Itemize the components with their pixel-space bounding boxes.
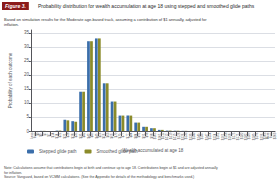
svg-text:$189-: $189- bbox=[252, 132, 256, 141]
svg-text:$49-: $49- bbox=[94, 132, 98, 139]
svg-text:$140: $140 bbox=[192, 132, 196, 139]
svg-text:$84: $84 bbox=[129, 132, 133, 137]
svg-text:$126: $126 bbox=[176, 132, 180, 139]
svg-text:$91-: $91- bbox=[141, 132, 146, 139]
svg-text:$56: $56 bbox=[97, 132, 101, 137]
svg-text:$70-: $70- bbox=[118, 132, 122, 139]
svg-text:$98: $98 bbox=[145, 132, 149, 137]
svg-text:$7: $7 bbox=[42, 132, 46, 136]
svg-text:$63: $63 bbox=[105, 132, 109, 137]
svg-text:$175-: $175- bbox=[236, 132, 240, 141]
svg-text:$0: $0 bbox=[36, 132, 40, 136]
svg-text:$7-: $7- bbox=[47, 132, 51, 137]
svg-text:$28-: $28- bbox=[70, 132, 75, 139]
svg-text:$28: $28 bbox=[66, 132, 70, 137]
svg-text:$84-: $84- bbox=[133, 132, 138, 139]
svg-text:Source: Vanguard, based on VCM: Source: Vanguard, based on VCMM calculat… bbox=[4, 175, 194, 179]
svg-text:Smoothed glide path: Smoothed glide path bbox=[97, 149, 139, 154]
svg-text:$147-: $147- bbox=[204, 132, 209, 141]
svg-text:than: than bbox=[33, 132, 37, 139]
svg-text:$119: $119 bbox=[168, 132, 172, 139]
svg-text:$56-: $56- bbox=[102, 132, 106, 139]
svg-text:$77: $77 bbox=[121, 132, 125, 137]
svg-text:$119-: $119- bbox=[173, 132, 177, 140]
svg-text:$189: $189 bbox=[247, 132, 251, 139]
svg-text:$112: $112 bbox=[160, 132, 164, 139]
svg-text:$35: $35 bbox=[74, 132, 78, 137]
svg-text:$154: $154 bbox=[208, 132, 212, 139]
svg-text:inflation.: inflation. bbox=[4, 22, 19, 27]
svg-text:$203: $203 bbox=[272, 132, 276, 139]
svg-text:$21: $21 bbox=[58, 132, 62, 137]
svg-text:$203: $203 bbox=[263, 132, 267, 140]
svg-text:10: 10 bbox=[24, 100, 30, 105]
svg-text:$182: $182 bbox=[239, 132, 243, 139]
svg-text:Probability of each outcome: Probability of each outcome bbox=[8, 52, 13, 108]
svg-text:$161: $161 bbox=[216, 132, 220, 139]
svg-text:0: 0 bbox=[26, 129, 29, 134]
svg-text:$35-: $35- bbox=[78, 132, 83, 139]
svg-text:$133-: $133- bbox=[189, 132, 193, 141]
svg-text:Figure 3.: Figure 3. bbox=[5, 3, 26, 9]
svg-text:$42: $42 bbox=[82, 132, 86, 137]
svg-text:$42-: $42- bbox=[86, 132, 90, 139]
svg-text:$168-: $168- bbox=[228, 132, 232, 141]
svg-text:$14: $14 bbox=[50, 132, 54, 137]
svg-text:$21-: $21- bbox=[63, 132, 67, 139]
svg-text:30: 30 bbox=[24, 44, 30, 49]
svg-text:$168: $168 bbox=[223, 132, 227, 139]
svg-text:$112-: $112- bbox=[165, 132, 169, 140]
svg-text:$77-: $77- bbox=[126, 132, 130, 139]
svg-text:5: 5 bbox=[26, 114, 29, 119]
svg-text:for inflation.: for inflation. bbox=[4, 170, 23, 175]
svg-text:$49: $49 bbox=[90, 132, 94, 137]
svg-text:Based on simulation results fo: Based on simulation results for the Mode… bbox=[4, 17, 208, 22]
svg-text:$161-: $161- bbox=[220, 132, 224, 141]
svg-text:$14-: $14- bbox=[55, 132, 59, 139]
svg-text:$105-: $105- bbox=[157, 132, 161, 141]
svg-text:Stepped glide path: Stepped glide path bbox=[39, 149, 77, 154]
svg-text:Probability distribution for w: Probability distribution for wealth accu… bbox=[38, 3, 255, 9]
svg-text:Less: Less bbox=[30, 132, 34, 139]
svg-text:$98-: $98- bbox=[149, 132, 153, 139]
svg-text:$126-: $126- bbox=[181, 132, 185, 141]
svg-text:15: 15 bbox=[24, 86, 30, 91]
svg-text:$196: $196 bbox=[255, 132, 259, 139]
svg-text:Note: Calculations assume that: Note: Calculations assume that contribut… bbox=[4, 167, 219, 171]
svg-text:$175: $175 bbox=[231, 132, 235, 139]
svg-text:25: 25 bbox=[24, 58, 30, 63]
svg-text:20: 20 bbox=[24, 72, 30, 77]
svg-text:$140-: $140- bbox=[196, 132, 201, 141]
svg-text:$133: $133 bbox=[184, 132, 188, 139]
svg-text:$154-: $154- bbox=[212, 132, 216, 141]
svg-text:$0-: $0- bbox=[39, 132, 43, 137]
svg-text:$70: $70 bbox=[113, 132, 117, 137]
svg-text:35: 35 bbox=[24, 30, 30, 35]
svg-text:$147: $147 bbox=[200, 132, 204, 139]
svg-text:$91: $91 bbox=[137, 132, 141, 137]
svg-text:$63-: $63- bbox=[110, 132, 114, 139]
svg-text:than: than bbox=[269, 132, 273, 139]
svg-text:More: More bbox=[266, 132, 270, 140]
svg-text:$182-: $182- bbox=[244, 132, 248, 141]
svg-text:Wealth accumulated at age 18: Wealth accumulated at age 18 bbox=[122, 148, 184, 154]
svg-text:$105: $105 bbox=[153, 132, 157, 139]
svg-text:$196-: $196- bbox=[259, 132, 264, 141]
